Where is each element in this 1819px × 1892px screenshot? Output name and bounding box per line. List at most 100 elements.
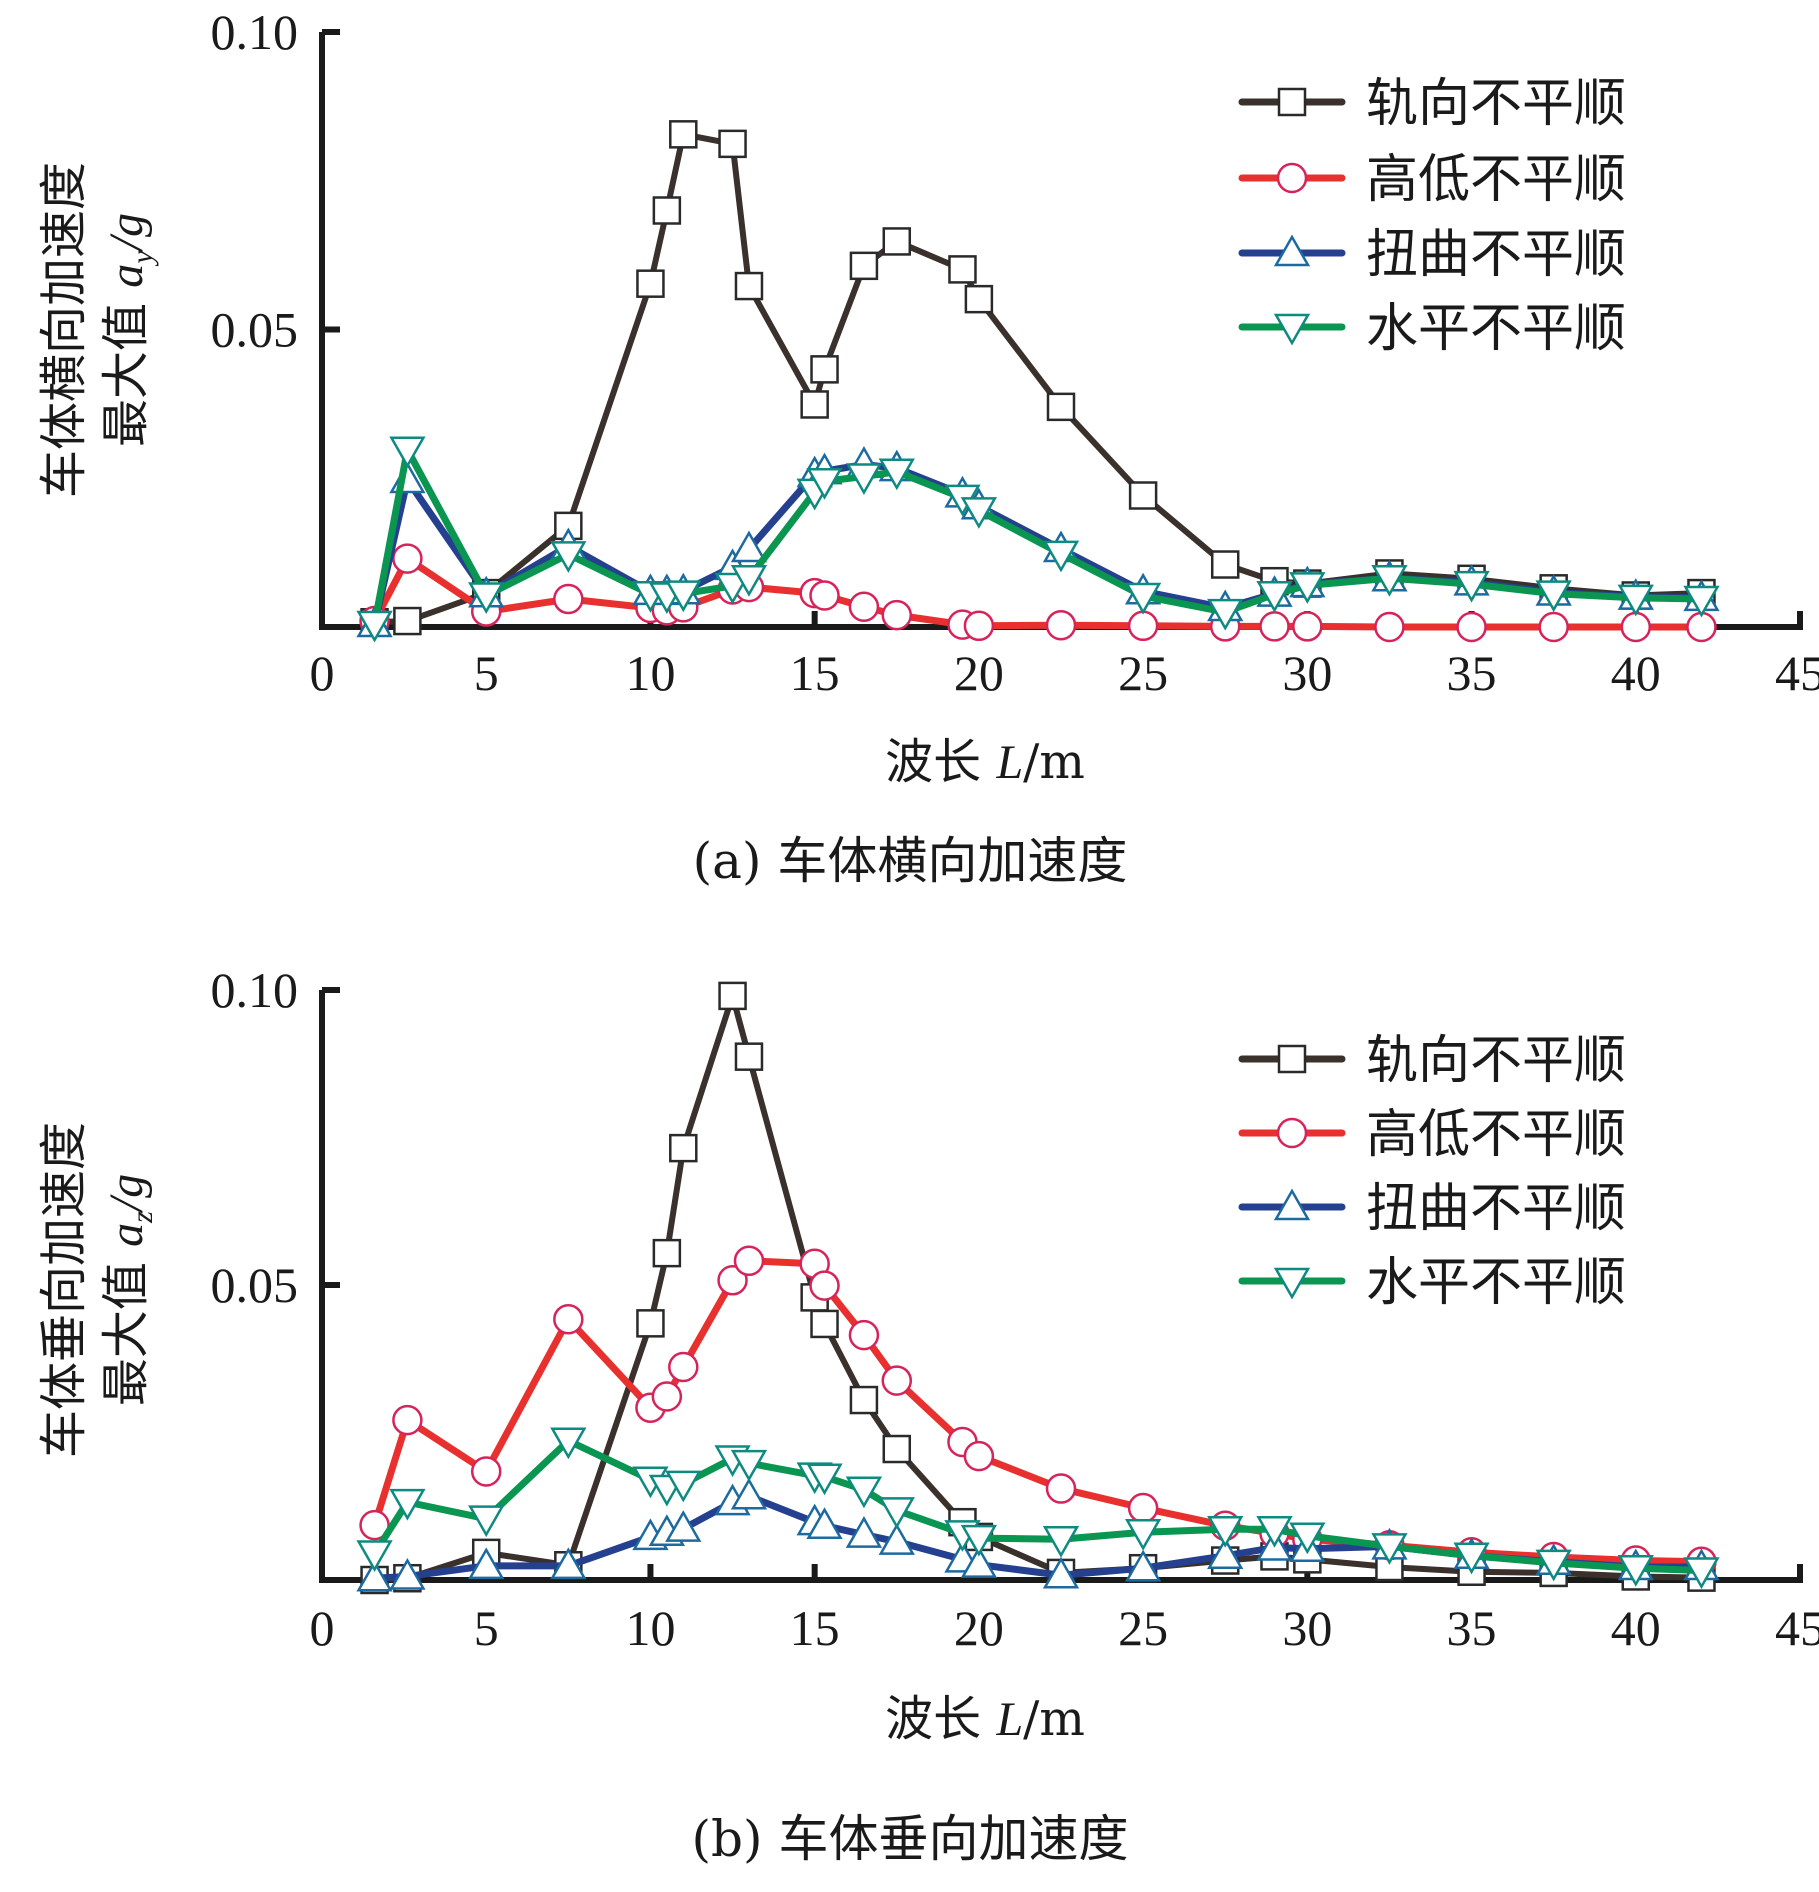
data-point xyxy=(809,1270,840,1301)
data-point xyxy=(468,1505,505,1538)
data-point xyxy=(468,582,505,614)
data-point xyxy=(806,1463,843,1496)
y-label-sub: y xyxy=(126,250,159,267)
data-point xyxy=(389,1488,426,1521)
data-point xyxy=(1453,1542,1490,1575)
data-point xyxy=(1259,611,1290,642)
data-point xyxy=(356,610,393,643)
data-point xyxy=(389,436,426,469)
data-point xyxy=(651,1381,683,1412)
data-point xyxy=(470,1456,502,1487)
x-tick-label: 35 xyxy=(1447,645,1497,701)
y-label-line1: 车体横向加速度 xyxy=(36,162,92,498)
data-point xyxy=(1535,1549,1572,1582)
legend-marker xyxy=(1276,162,1308,194)
data-point xyxy=(848,591,880,623)
x-tick-label: 25 xyxy=(1118,645,1168,701)
data-point xyxy=(730,1449,768,1482)
x-tick-label: 40 xyxy=(1611,1600,1661,1656)
data-point xyxy=(1127,610,1159,642)
data-point xyxy=(1617,1554,1654,1587)
y-tick-label: 0.10 xyxy=(211,4,299,60)
x-tick-label: 10 xyxy=(625,1600,675,1656)
x-tick-label: 5 xyxy=(474,645,499,701)
data-point xyxy=(734,271,764,301)
data-point xyxy=(806,467,843,500)
data-point xyxy=(636,1309,665,1338)
data-point xyxy=(553,583,584,615)
data-point xyxy=(1456,611,1487,643)
data-point xyxy=(882,1434,912,1464)
data-point xyxy=(845,1476,883,1509)
data-point xyxy=(1374,611,1405,643)
data-point xyxy=(1045,609,1077,641)
legend-marker xyxy=(1277,87,1307,117)
data-point xyxy=(1042,1526,1080,1558)
data-point xyxy=(845,463,883,495)
data-point xyxy=(800,390,829,419)
data-point xyxy=(963,610,995,642)
data-point xyxy=(1371,564,1408,597)
data-point xyxy=(356,1559,393,1592)
data-point xyxy=(665,1470,702,1503)
data-point xyxy=(393,606,422,636)
data-point xyxy=(881,599,913,631)
data-point xyxy=(730,1477,768,1510)
data-point xyxy=(1042,540,1080,573)
legend-marker xyxy=(1276,1117,1308,1149)
data-point xyxy=(356,1540,393,1572)
y-label-line1: 车体垂向加速度 xyxy=(36,1122,92,1458)
x-tick-label: 30 xyxy=(1282,1600,1332,1656)
data-point xyxy=(1256,1516,1293,1548)
data-point xyxy=(553,1303,584,1335)
panel-b: 0 5 10 15 20 25 30 35 40 45 0.05 0.10 轨向不平顺高低不平顺扭曲不平… xyxy=(36,962,1819,1868)
x-tick-label: 15 xyxy=(790,645,840,701)
legend-marker xyxy=(1273,1267,1311,1300)
x-tick-label: 15 xyxy=(790,1600,840,1656)
y-tick-label: 0.05 xyxy=(211,1257,299,1313)
y-tick-label: 0.10 xyxy=(211,962,299,1018)
legend-label: 高低不平顺 xyxy=(1366,150,1626,210)
data-point xyxy=(809,580,840,611)
legend-label: 扭曲不平顺 xyxy=(1366,225,1626,285)
x-tick-label: 0 xyxy=(310,645,335,701)
x-axis-title-b: 波长 L/m xyxy=(885,1691,1085,1747)
data-point xyxy=(806,1507,843,1539)
legend-item: 水平不平顺 xyxy=(1238,299,1626,359)
x-label-suffix: /m xyxy=(1023,1691,1085,1747)
legend-item: 高低不平顺 xyxy=(1238,1105,1626,1165)
x-tick-label: 20 xyxy=(954,1600,1004,1656)
data-point xyxy=(652,1238,682,1268)
data-point xyxy=(718,981,747,1011)
y-tick-label: 0.05 xyxy=(211,302,299,358)
data-point xyxy=(665,580,702,613)
y-label-prefix: 最大值 xyxy=(98,1247,154,1406)
data-point xyxy=(882,227,912,256)
legend-marker xyxy=(1273,313,1311,346)
data-point xyxy=(1617,584,1654,617)
data-point xyxy=(468,1547,505,1580)
x-tick-label: 5 xyxy=(474,1600,499,1656)
data-point xyxy=(636,269,665,298)
data-point xyxy=(963,1440,995,1472)
y-label-line2: 最大值 ay/g xyxy=(98,213,159,447)
data-point xyxy=(1371,1533,1408,1565)
data-point xyxy=(1124,582,1162,615)
y-label-prefix: 最大值 xyxy=(98,288,154,447)
data-point xyxy=(550,1547,587,1580)
x-axis-title-a: 波长 L/m xyxy=(885,734,1085,790)
data-point xyxy=(1207,1516,1244,1548)
panel-a: 0 5 10 15 20 25 30 35 40 45 0.05 0.10 轨向不平顺高低不平顺扭曲不平… xyxy=(36,4,1819,890)
data-point xyxy=(717,1265,748,1296)
data-point xyxy=(849,251,879,281)
data-point xyxy=(652,196,682,225)
data-point xyxy=(1124,1549,1162,1582)
legend-label: 轨向不平顺 xyxy=(1366,74,1626,134)
y-axis-title-a: 车体横向加速度 最大值 ay/g xyxy=(36,162,159,498)
data-point xyxy=(550,1427,587,1460)
x-label-var: L xyxy=(995,736,1023,789)
legend-label: 水平不平顺 xyxy=(1366,299,1626,359)
x-tick-label: 0 xyxy=(310,1600,335,1656)
y-axis-title-b: 车体垂向加速度 最大值 az/g xyxy=(36,1122,159,1458)
plot-area-a: 0 5 10 15 20 25 30 35 40 45 0.05 0.10 轨向不平顺高低不平顺扭曲不平… xyxy=(211,4,1819,701)
